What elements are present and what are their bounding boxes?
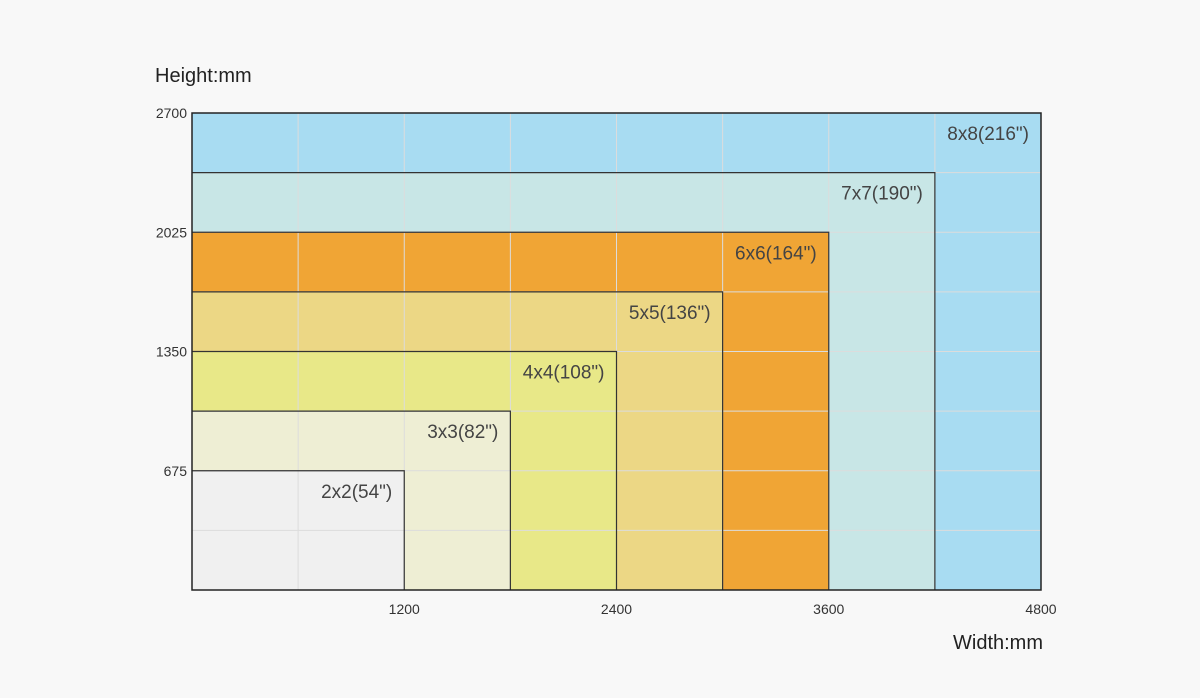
size-outline-6 bbox=[192, 410, 511, 590]
plot-frame bbox=[191, 112, 1042, 591]
size-outline-7 bbox=[192, 470, 405, 590]
y-tick-label: 675 bbox=[164, 463, 188, 479]
size-label-3: 6x6(164") bbox=[735, 243, 817, 264]
size-label-5: 4x4(108") bbox=[523, 363, 605, 384]
size-label-1: 8x8(216") bbox=[947, 124, 1029, 145]
size-outline-3 bbox=[192, 231, 830, 590]
x-tick-label: 3600 bbox=[813, 601, 844, 617]
x-tick-label: 1200 bbox=[389, 601, 420, 617]
size-labels: 8x8(216") 7x7(190") 6x6(164") 5x5(136") 4x4(… bbox=[321, 124, 1029, 503]
size-outlines bbox=[192, 172, 936, 590]
size-label-4: 5x5(136") bbox=[629, 303, 711, 324]
size-label-2: 7x7(190") bbox=[841, 184, 923, 205]
y-tick-label: 1350 bbox=[156, 344, 187, 360]
size-label-7: 2x2(54") bbox=[321, 482, 392, 503]
size-outline-4 bbox=[192, 291, 724, 590]
y-tick-label: 2700 bbox=[156, 105, 187, 121]
y-axis-title: Height:mm bbox=[155, 65, 252, 87]
x-axis-title: Width:mm bbox=[953, 632, 1043, 654]
x-tick-label: 4800 bbox=[1025, 601, 1056, 617]
y-tick-label: 2025 bbox=[156, 224, 187, 240]
x-tick-label: 2400 bbox=[601, 601, 632, 617]
axis-ticks: 1200 2400 3600 4800 675 1350 2025 2700 bbox=[156, 105, 1057, 617]
size-outline-2 bbox=[192, 172, 936, 590]
size-outline-5 bbox=[192, 350, 618, 590]
size-label-6: 3x3(82") bbox=[427, 422, 498, 443]
